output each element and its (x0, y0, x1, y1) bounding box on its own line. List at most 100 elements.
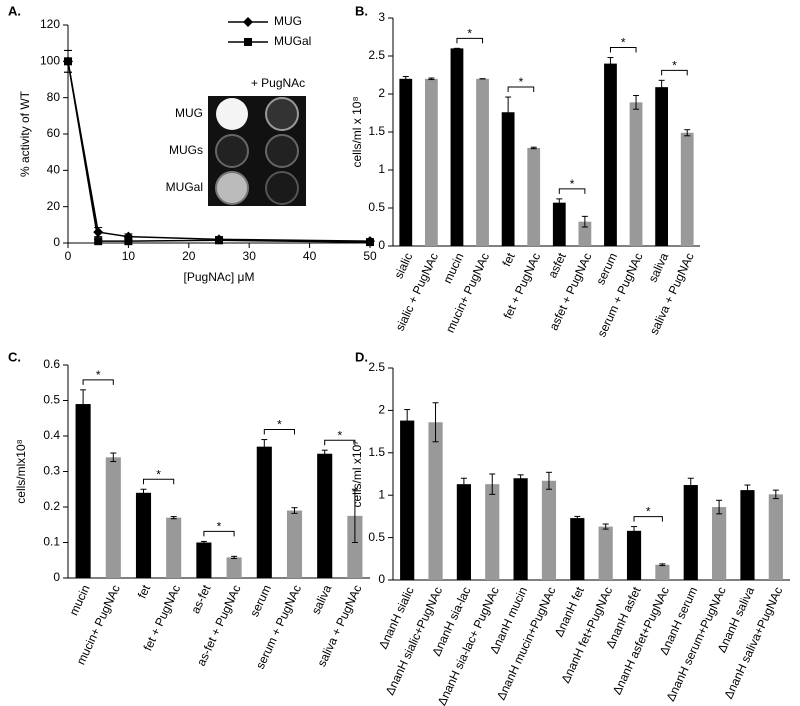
significance-bracket (143, 478, 175, 485)
significance-label: * (672, 58, 677, 72)
bar (75, 404, 91, 578)
bar (598, 526, 613, 580)
x-tick-label: as-fet (188, 582, 214, 616)
bar (513, 478, 528, 580)
bar (680, 132, 694, 246)
well (265, 171, 299, 205)
significance-bracket (609, 47, 637, 53)
x-tick-label: asfet (545, 250, 569, 280)
bar (286, 510, 303, 578)
x-tick-label: 10 (122, 249, 136, 263)
significance-label: * (277, 418, 282, 432)
y-tick-label: 80 (47, 90, 61, 104)
inset-label: MUGal (166, 180, 203, 194)
inset-label: MUGs (169, 143, 203, 157)
panel-title: A. (8, 3, 21, 18)
significance-label: * (337, 428, 342, 442)
significance-label: * (519, 75, 524, 89)
x-tick-label: 40 (303, 249, 317, 263)
significance-label: * (621, 36, 626, 50)
significance-bracket (324, 439, 356, 446)
bar (552, 202, 566, 246)
y-axis-label: % activity of WT (18, 90, 32, 177)
y-tick-label: 0 (378, 572, 385, 586)
marker (94, 237, 103, 246)
y-tick-label: 120 (40, 17, 60, 31)
y-tick-label: 40 (47, 163, 61, 177)
bar (256, 446, 272, 578)
bar (226, 557, 242, 578)
y-tick-label: 100 (40, 54, 60, 68)
bar (476, 78, 489, 246)
y-tick-label: 0.5 (368, 200, 385, 214)
marker (243, 17, 253, 27)
bar (527, 147, 541, 246)
bar (424, 78, 438, 246)
bar (626, 530, 642, 580)
bar (578, 221, 592, 246)
well (216, 98, 248, 130)
bar (740, 490, 755, 580)
y-tick-label: 0 (378, 238, 385, 252)
y-tick-label: 1.5 (368, 124, 385, 138)
bar (166, 517, 182, 578)
bar (604, 63, 617, 246)
x-tick-label: saliva (646, 250, 672, 284)
significance-bracket (456, 37, 484, 44)
y-tick-label: 2.5 (368, 48, 385, 62)
y-axis-label: cells/mlx10⁸ (14, 439, 28, 503)
marker (244, 38, 252, 46)
x-tick-label: fet (135, 582, 154, 601)
y-tick-label: 1 (378, 162, 385, 176)
x-tick-label: 50 (363, 249, 377, 263)
legend-label: MUGal (274, 34, 311, 48)
bar (456, 484, 471, 580)
well (215, 171, 249, 205)
y-tick-label: 2.5 (368, 360, 385, 374)
y-tick-label: 0.5 (43, 393, 60, 407)
bar (629, 102, 643, 246)
legend-label: MUG (274, 14, 302, 28)
significance-label: * (217, 520, 222, 534)
bar (400, 420, 415, 580)
significance-bracket (507, 86, 535, 93)
x-tick-label: serum (593, 251, 620, 287)
y-tick-label: 1.5 (368, 445, 385, 459)
bar (105, 457, 121, 578)
well (265, 134, 299, 168)
significance-label: * (570, 177, 575, 191)
significance-bracket (263, 429, 295, 435)
bar (655, 87, 669, 246)
marker (124, 237, 133, 246)
y-tick-label: 0.3 (43, 464, 60, 478)
significance-bracket (82, 379, 114, 385)
y-tick-label: 0.1 (43, 535, 60, 549)
x-tick-label: mucin (66, 583, 92, 618)
significance-label: * (646, 505, 651, 519)
x-axis-label: [PugNAc] μM (184, 270, 255, 284)
y-tick-label: 0.6 (43, 357, 60, 371)
x-tick-label: 0 (65, 249, 72, 263)
bar (541, 480, 557, 580)
bar (655, 564, 670, 580)
significance-label: * (156, 467, 161, 481)
marker (64, 57, 72, 66)
y-tick-label: 3 (378, 10, 385, 24)
bar (768, 494, 783, 580)
y-tick-label: 2 (378, 86, 385, 100)
y-tick-label: 0.5 (368, 530, 385, 544)
bar (196, 542, 212, 578)
y-tick-label: 2 (378, 403, 385, 417)
y-tick-label: 0.2 (43, 499, 60, 513)
bar (317, 453, 333, 578)
significance-label: * (467, 27, 472, 41)
y-tick-label: 0.4 (43, 428, 60, 442)
y-axis-label: cells/ml x10⁷ (350, 440, 364, 507)
x-tick-label: mucin (440, 251, 466, 286)
bar (347, 515, 363, 578)
inset-label: MUG (175, 106, 203, 120)
bar (501, 112, 515, 247)
bar (450, 48, 464, 247)
bar (485, 484, 500, 580)
bar (135, 492, 152, 578)
